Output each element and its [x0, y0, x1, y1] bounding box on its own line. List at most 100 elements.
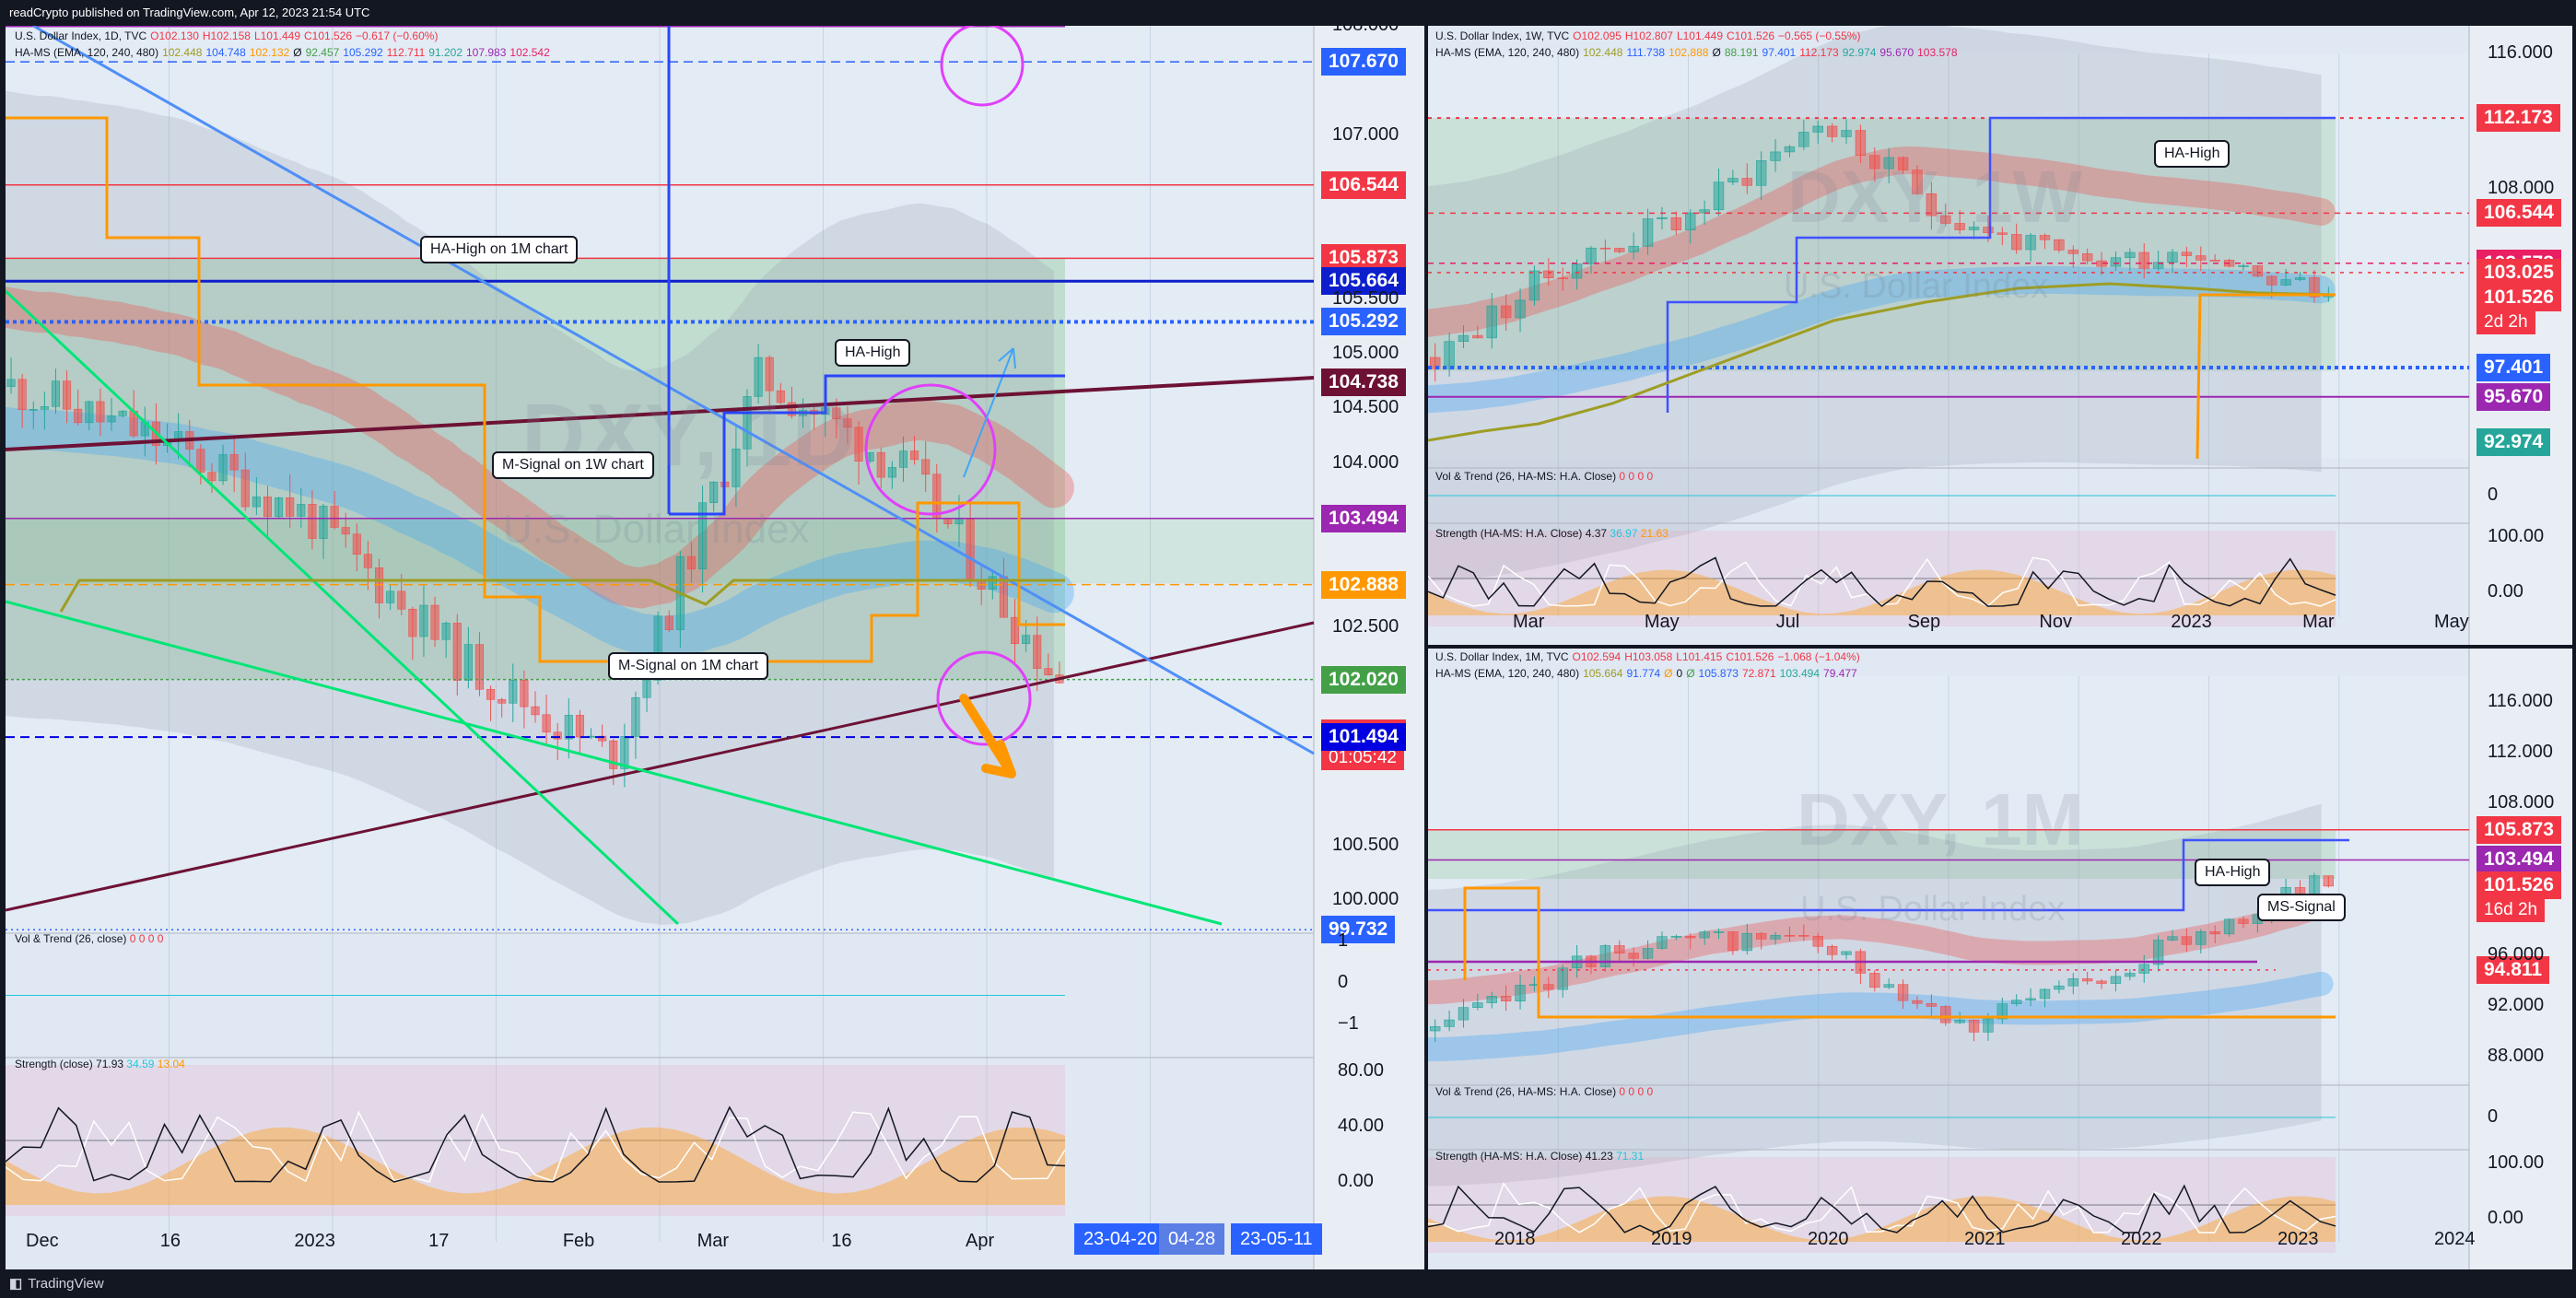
candle-body: [1713, 181, 1725, 210]
candle-body: [1444, 1019, 1455, 1027]
legend-value: −1.068 (−1.04%): [1777, 650, 1860, 663]
candle-body: [553, 731, 562, 740]
daily-chart-panel[interactable]: U.S. Dollar Index, 1D, TVC O102.130 H102.1…: [6, 26, 1424, 1269]
legend-value: 92.974: [1842, 46, 1877, 59]
legend-value: 107.983: [466, 46, 507, 59]
strength-name: Strength (HA-MS: H.A. Close): [1435, 527, 1586, 540]
candle-body: [2067, 978, 2078, 987]
weekly-chart-panel[interactable]: U.S. Dollar Index, 1W, TVC O102.095 H102.8…: [1428, 26, 2572, 645]
weekly-chart-canvas[interactable]: [1428, 26, 2572, 645]
price-tag: 97.401: [2476, 353, 2551, 381]
candle-body: [686, 555, 697, 569]
legend-value: L101.449: [1676, 29, 1723, 42]
candle-body: [1458, 334, 1469, 343]
price-tag: 104.738: [1321, 368, 1406, 397]
candle-body: [1784, 146, 1796, 153]
candle-body: [2195, 255, 2207, 261]
legend-value: H102.807: [1624, 29, 1673, 42]
candle-body: [1670, 936, 1682, 938]
candle-body: [1571, 263, 1583, 279]
candle-body: [2067, 250, 2078, 254]
legend-value: C101.526: [304, 29, 353, 42]
cloud-band: [1428, 26, 2322, 582]
candle-body: [40, 405, 49, 410]
candle-body: [252, 497, 261, 508]
x-tick-label: 2023: [2171, 612, 2212, 632]
candle-body: [1557, 967, 1568, 990]
x-tick-label: 2023: [2277, 1229, 2319, 1249]
candle-body: [486, 688, 496, 700]
vol-tick-label: −1: [1338, 1013, 1359, 1034]
y-tick-label: 102.500: [1332, 615, 1399, 637]
x-tick-label: Mar: [697, 1231, 730, 1251]
candle-body: [1755, 932, 1767, 940]
strength-line-white: [6, 1110, 1066, 1183]
candle-body: [732, 449, 741, 487]
legend-value: 111.738: [1626, 46, 1666, 59]
weekly-ha-high-step: [1666, 116, 2336, 413]
candle-body: [263, 497, 273, 518]
candle-body: [1444, 341, 1455, 369]
candle-body: [1599, 247, 1611, 250]
candle-body: [1010, 616, 1020, 645]
candle-body: [1599, 945, 1611, 967]
candle-body: [352, 533, 361, 555]
candle-body: [18, 379, 27, 411]
y-tick-label: 108.000: [2488, 791, 2555, 813]
legend-value: 104.748: [205, 46, 246, 59]
candle-body: [1472, 1002, 1483, 1008]
candle-body: [1940, 215, 1951, 224]
legend-value: 102.542: [509, 46, 550, 59]
y-tick-label: 112.000: [2488, 741, 2553, 762]
y-tick-label: 92.000: [2488, 994, 2545, 1015]
candle-body: [1926, 1002, 1938, 1007]
candle-body: [531, 706, 540, 716]
strength-line-white: [1428, 556, 2336, 607]
legend-value: O102.095: [1573, 29, 1622, 42]
candle-body: [2323, 875, 2334, 887]
candle-body: [419, 604, 428, 637]
daily-chart-canvas[interactable]: [6, 26, 1424, 1269]
x-tick-label: 2018: [1494, 1229, 1536, 1249]
vol-tick-label: 0: [1338, 972, 1349, 992]
candle-body: [2138, 251, 2149, 269]
legend-value: 105.873: [1698, 667, 1739, 680]
monthly-subtitle: U.S. Dollar Index: [1800, 890, 2066, 929]
candle-body: [1798, 132, 1809, 147]
candle-body: [1543, 270, 1554, 278]
candle-body: [620, 736, 629, 769]
legend-value: Ø: [1712, 46, 1721, 59]
legend-value: O102.594: [1572, 650, 1622, 663]
candle-body: [2110, 976, 2122, 984]
candle-body: [698, 502, 708, 569]
candle-body: [1798, 935, 1809, 937]
x-tick-label: 2021: [1964, 1229, 2006, 1249]
strength-line-black: [6, 1105, 1066, 1183]
candle-body: [1727, 178, 1739, 183]
daily-subtitle: U.S. Dollar Index: [503, 507, 810, 552]
y-tick-label: 108.000: [1332, 26, 1399, 36]
monthly-chart-panel[interactable]: U.S. Dollar Index, 1M, TVC O102.594 H103.0…: [1428, 649, 2572, 1269]
date-badge-3: 23-05-11: [1231, 1223, 1322, 1255]
candle-body: [1869, 155, 1880, 170]
ema-blue-ribbon: [1428, 265, 2336, 414]
candle-body: [999, 576, 1008, 618]
strength-line-white: [1428, 1182, 2336, 1234]
candle-body: [229, 454, 239, 471]
candle-body: [1912, 170, 1923, 194]
daily-strength-label: Strength (close) 71.93 34.59 13.04: [15, 1058, 185, 1070]
candle-body: [51, 380, 61, 407]
candle-body: [2294, 277, 2306, 280]
legend-value: 112.711: [386, 46, 426, 59]
monthly-chart-canvas[interactable]: [1428, 649, 2572, 1269]
candle-body: [29, 409, 38, 411]
legend-value: 79.477: [1823, 667, 1857, 680]
legend-value: 102.448: [1583, 46, 1623, 59]
m-signal-olive: [59, 579, 1065, 613]
weekly-vol-label: Vol & Trend (26, HA-MS: H.A. Close) 0 0 …: [1435, 470, 1654, 483]
ha-high-step: [669, 374, 1065, 516]
legend-value: L101.449: [253, 29, 300, 42]
tradingview-footer[interactable]: ◧ TradingView: [0, 1270, 2576, 1298]
zone-fill: [6, 518, 1314, 584]
candle-body: [854, 427, 863, 462]
